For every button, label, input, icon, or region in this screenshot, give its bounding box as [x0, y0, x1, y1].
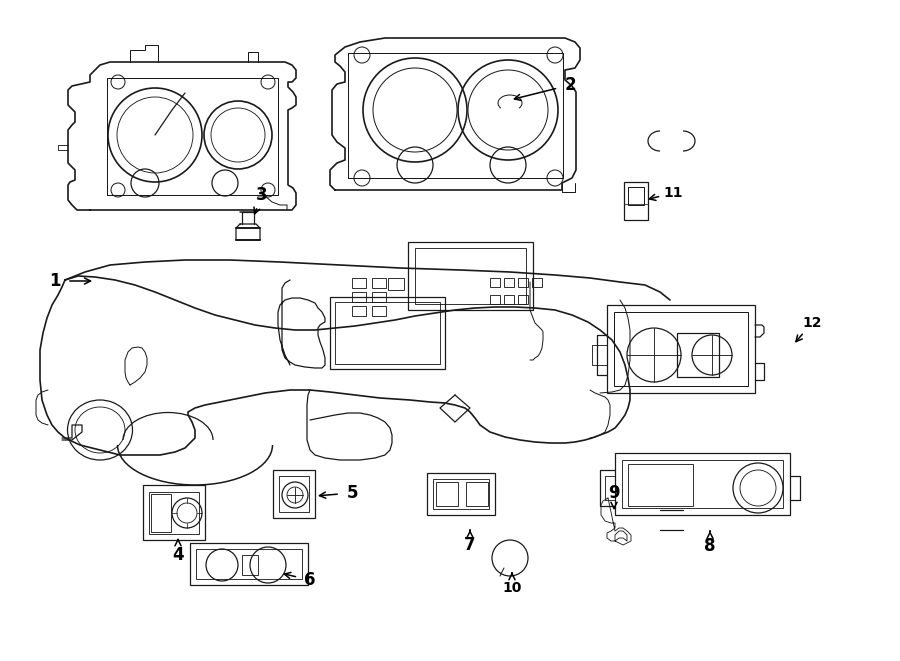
Bar: [490, 295, 500, 304]
Bar: [504, 295, 514, 304]
Bar: [149, 492, 199, 534]
Bar: [143, 485, 205, 540]
Bar: [532, 278, 542, 287]
Bar: [622, 460, 783, 508]
Bar: [518, 278, 528, 287]
Bar: [388, 278, 404, 290]
Bar: [330, 297, 445, 369]
Text: 6: 6: [304, 571, 316, 589]
Bar: [615, 453, 790, 515]
Bar: [490, 278, 500, 287]
Text: 9: 9: [608, 484, 620, 502]
Bar: [372, 306, 386, 316]
Bar: [415, 248, 526, 304]
Text: 2: 2: [564, 76, 576, 94]
Text: 8: 8: [704, 537, 716, 555]
Bar: [279, 476, 309, 512]
Bar: [273, 470, 315, 518]
Bar: [372, 278, 386, 288]
Bar: [504, 278, 514, 287]
Bar: [518, 295, 528, 304]
Text: 5: 5: [346, 484, 358, 502]
Text: 11: 11: [663, 186, 683, 200]
Bar: [352, 292, 366, 302]
Bar: [427, 473, 495, 515]
Bar: [607, 305, 755, 393]
Bar: [628, 187, 644, 205]
Text: 4: 4: [172, 546, 184, 564]
Bar: [408, 242, 533, 310]
Bar: [436, 482, 458, 506]
Bar: [624, 182, 648, 220]
Text: 1: 1: [50, 272, 61, 290]
Text: 12: 12: [802, 316, 822, 330]
Bar: [677, 333, 719, 377]
Bar: [466, 482, 488, 506]
Bar: [614, 312, 748, 386]
Bar: [151, 494, 171, 532]
Bar: [372, 292, 386, 302]
Text: 3: 3: [256, 186, 268, 204]
Text: 7: 7: [464, 536, 476, 554]
Bar: [335, 302, 440, 364]
Bar: [352, 278, 366, 288]
Text: 10: 10: [502, 581, 522, 595]
Bar: [433, 479, 489, 509]
Bar: [190, 543, 308, 585]
Bar: [196, 549, 302, 579]
Bar: [352, 306, 366, 316]
Bar: [628, 464, 693, 506]
Bar: [242, 555, 258, 575]
